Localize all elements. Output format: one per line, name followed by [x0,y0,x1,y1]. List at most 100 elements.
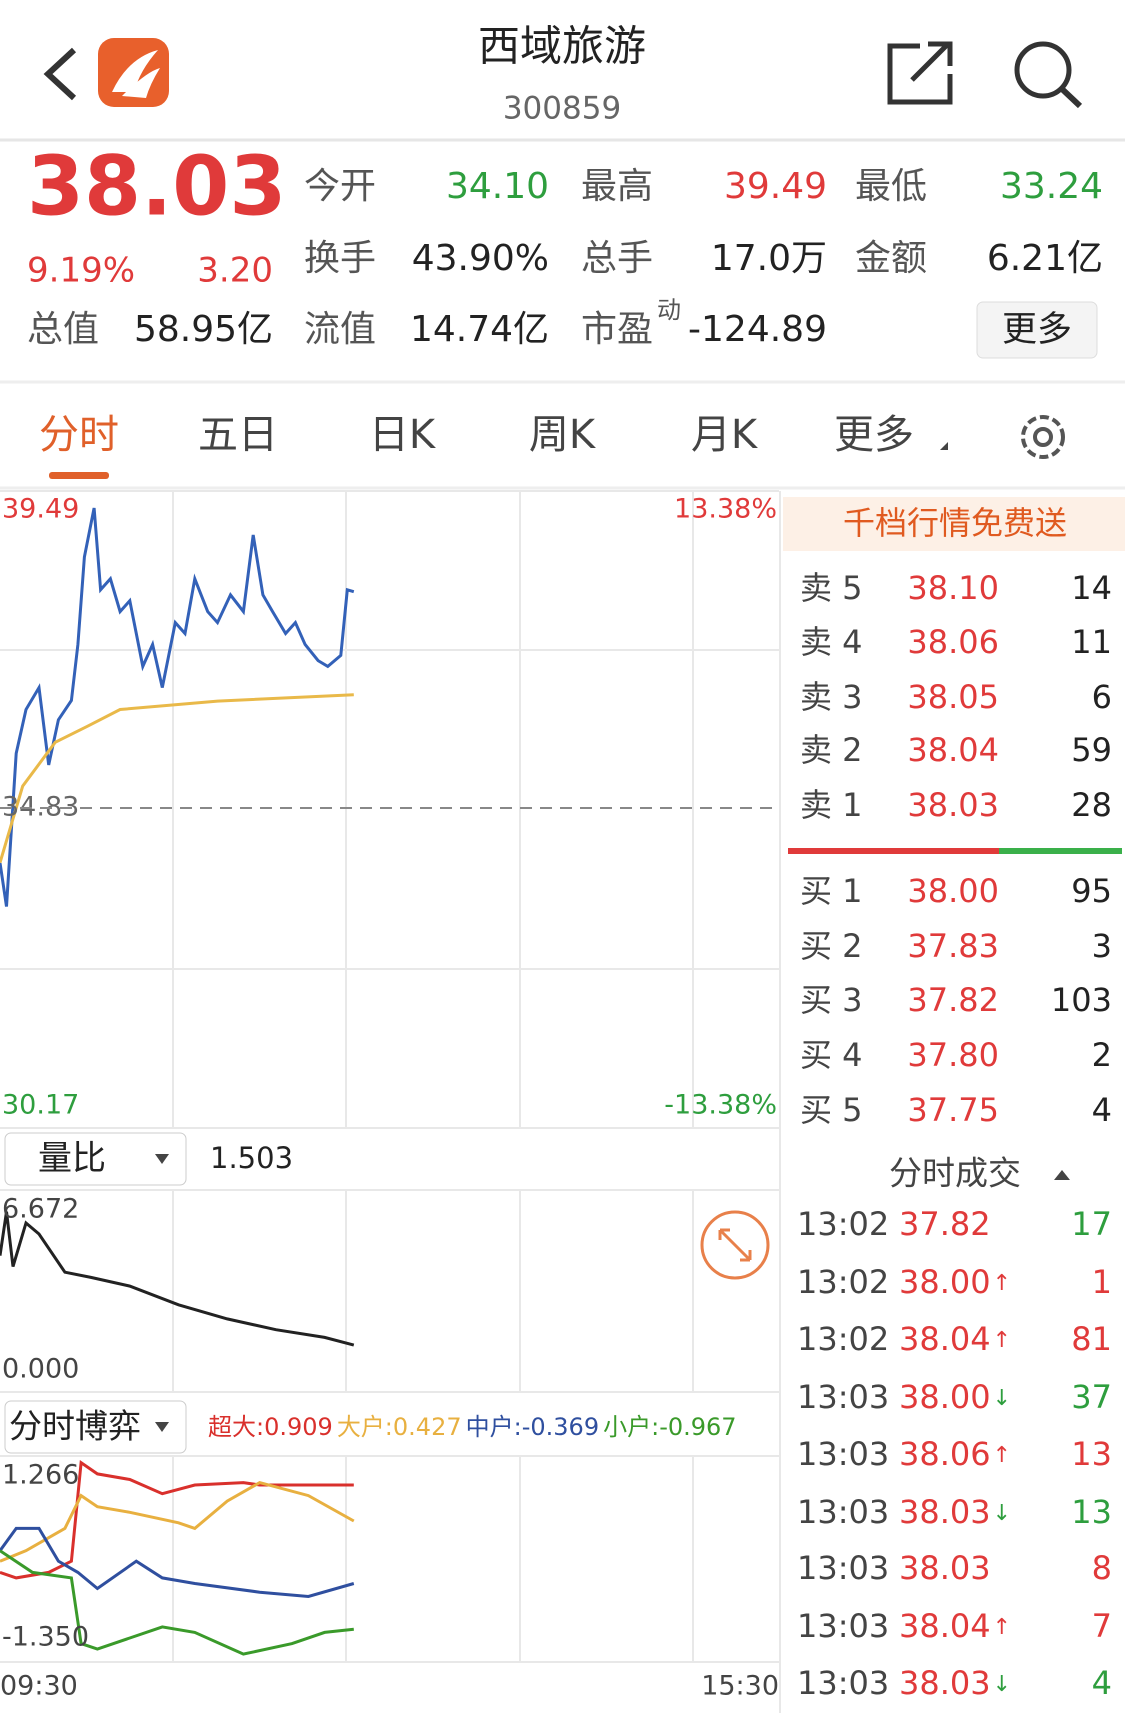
tab[interactable]: 日K [369,412,437,458]
trade-volume: 17 [1071,1205,1112,1243]
indicator-name[interactable]: 分时博弈 [9,1407,141,1446]
book-level: 卖 4 [800,623,863,661]
stat-label: 最低 [855,166,927,207]
trade-volume: 13 [1071,1493,1112,1531]
more-button[interactable] [976,301,1098,359]
expand-button[interactable] [700,1210,770,1280]
stat-value: 14.74亿 [410,309,549,350]
stat-label: 今开 [304,166,376,207]
stat-label: 总值 [27,309,99,350]
change: 3.20 [197,251,273,291]
book-level: 卖 5 [800,569,863,607]
trade-volume: 37 [1071,1378,1112,1416]
y-tick-label: 1.266 [2,1460,79,1491]
trade-price: 38.04 [899,1607,991,1645]
book-price: 38.10 [907,569,999,607]
book-level: 买 1 [800,872,863,910]
stat-value: 34.10 [446,166,549,207]
book-level: 买 2 [800,927,863,965]
trade-price: 38.00 [899,1263,991,1301]
book-level: 卖 1 [800,786,863,824]
book-price: 37.82 [907,981,999,1019]
book-volume: 14 [1071,569,1112,607]
legend-value: 0.909 [264,1413,333,1441]
book-price: 38.03 [907,786,999,824]
share-button[interactable] [887,41,953,105]
last-price: 38.03 [27,139,286,234]
change-pct: 9.19% [27,251,135,291]
tab[interactable]: 周K [529,412,597,458]
stock-code: 300859 [503,91,621,127]
stock-name: 西域旅游 [478,22,646,71]
x-tick-label: 15:30 [701,1671,779,1702]
collapse-arrow[interactable] [1054,1170,1070,1180]
series-line [0,1549,354,1656]
y2-tick-label: -13.38% [664,1090,777,1121]
trade-price: 38.00 [899,1378,991,1416]
legend-value: -0.369 [522,1413,599,1441]
trade-time: 13:03 [797,1664,889,1702]
book-price: 38.00 [907,872,999,910]
book-price: 37.83 [907,927,999,965]
dropdown-arrow [155,1154,169,1164]
series-line [0,1526,355,1599]
book-price: 38.06 [907,623,999,661]
back-button[interactable] [43,47,77,101]
stat-label: 流值 [304,309,376,350]
stat-label: 金额 [855,238,927,279]
trade-time: 13:02 [797,1263,889,1301]
trade-arrow: ↑ [993,1615,1011,1640]
legend-name: 小户: [603,1413,659,1441]
tab[interactable]: 五日 [198,412,278,458]
stat-label: 市盈 [581,309,653,350]
book-price: 38.04 [907,731,999,769]
series-line [0,1211,355,1347]
trade-arrow: ↑ [993,1271,1011,1296]
indicator-dropdown[interactable] [4,1400,187,1454]
tab[interactable]: 分时 [39,412,119,458]
stat-value: 58.95亿 [134,309,273,350]
legend-name: 超大: [208,1413,264,1441]
trade-arrow: ↑ [993,1443,1011,1468]
indicator-name[interactable]: 量比 [38,1139,106,1179]
stat-value: 43.90% [412,238,549,279]
book-level: 卖 2 [800,731,863,769]
trade-arrow: ↓ [993,1386,1011,1411]
book-volume: 3 [1092,927,1112,965]
stat-value: 17.0万 [711,238,827,279]
y-tick-label: 39.49 [2,494,79,525]
stat-label: 总手 [581,238,653,279]
book-level: 买 5 [800,1091,863,1129]
book-volume: 103 [1051,981,1112,1019]
promo-banner[interactable] [783,497,1125,551]
trade-time: 13:03 [797,1607,889,1645]
y-tick-label: 6.672 [2,1194,79,1225]
trades-title: 分时成交 [889,1154,1021,1193]
legend-value: 0.427 [393,1413,462,1441]
legend-name: 大户: [337,1413,393,1441]
search-button[interactable] [1014,41,1083,109]
settings-button[interactable] [1021,415,1065,459]
y-tick-label: -1.350 [2,1622,89,1653]
tab[interactable]: 更多 [834,412,914,458]
bid-bar [999,848,1122,854]
stat-value: -124.89 [688,309,827,350]
logo-mark [112,50,160,98]
trade-time: 13:02 [797,1205,889,1243]
tab[interactable]: 月K [691,412,759,458]
more-button-label[interactable]: 更多 [1002,310,1072,350]
y-tick-label: 30.17 [2,1090,79,1121]
promo-text[interactable]: 千档行情免费送 [843,504,1067,542]
stat-value: 39.49 [724,166,827,207]
trade-price: 38.04 [899,1320,991,1358]
trade-arrow: ↓ [993,1501,1011,1526]
book-volume: 28 [1071,786,1112,824]
trade-price: 38.03 [899,1493,991,1531]
y2-tick-label: 13.38% [674,494,777,525]
trade-time: 13:02 [797,1320,889,1358]
series-line [0,507,355,907]
y-tick-label: 0.000 [2,1354,79,1385]
indicator-dropdown[interactable] [4,1132,187,1186]
book-volume: 59 [1071,731,1112,769]
